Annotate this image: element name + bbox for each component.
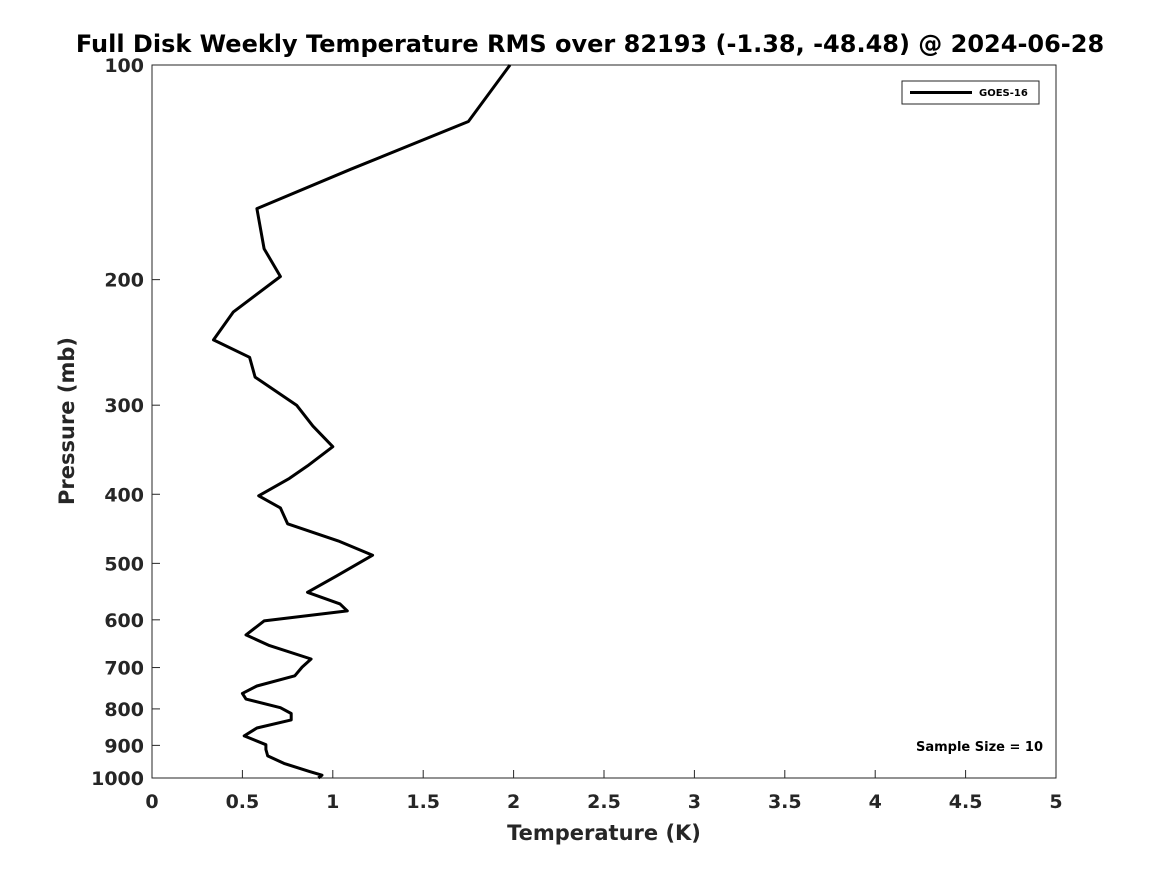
- x-tick-label: 1.5: [406, 791, 440, 813]
- x-tick-label: 0.5: [226, 791, 260, 813]
- x-tick-label: 1: [326, 791, 339, 813]
- legend: GOES-16: [901, 80, 1040, 105]
- y-tick-label: 700: [104, 658, 144, 680]
- y-tick-label: 500: [104, 553, 144, 575]
- y-tick-label: 900: [104, 735, 144, 757]
- x-tick-label: 3: [688, 791, 701, 813]
- x-tick-label: 2: [507, 791, 520, 813]
- x-tick-label: 2.5: [587, 791, 621, 813]
- x-tick-label: 0: [145, 791, 158, 813]
- x-tick-label: 4.5: [949, 791, 983, 813]
- y-tick-label: 200: [104, 270, 144, 292]
- series-line-goes16: [212, 64, 512, 780]
- y-axis: 100 200 300 400 500 600 700 800 900 1000: [91, 55, 160, 790]
- y-tick-label: 300: [104, 395, 144, 417]
- x-axis-label: Temperature (K): [507, 821, 701, 845]
- series-layer: [212, 64, 512, 780]
- x-axis: 0 0.5 1 1.5 2 2.5 3 3.5 4 4.5 5: [145, 770, 1063, 813]
- x-tick-label: 5: [1049, 791, 1062, 813]
- legend-label-goes16: GOES-16: [979, 88, 1028, 99]
- y-tick-label: 1000: [91, 768, 144, 790]
- y-tick-label: 600: [104, 610, 144, 632]
- y-tick-label: 100: [104, 55, 144, 77]
- chart-title: Full Disk Weekly Temperature RMS over 82…: [76, 30, 1104, 58]
- x-tick-label: 4: [869, 791, 882, 813]
- y-axis-label: Pressure (mb): [55, 337, 79, 505]
- y-tick-label: 400: [104, 484, 144, 506]
- plot-area: [151, 64, 1057, 779]
- y-tick-label: 800: [104, 699, 144, 721]
- x-tick-label: 3.5: [768, 791, 802, 813]
- sample-size-annotation: Sample Size = 10: [916, 740, 1043, 755]
